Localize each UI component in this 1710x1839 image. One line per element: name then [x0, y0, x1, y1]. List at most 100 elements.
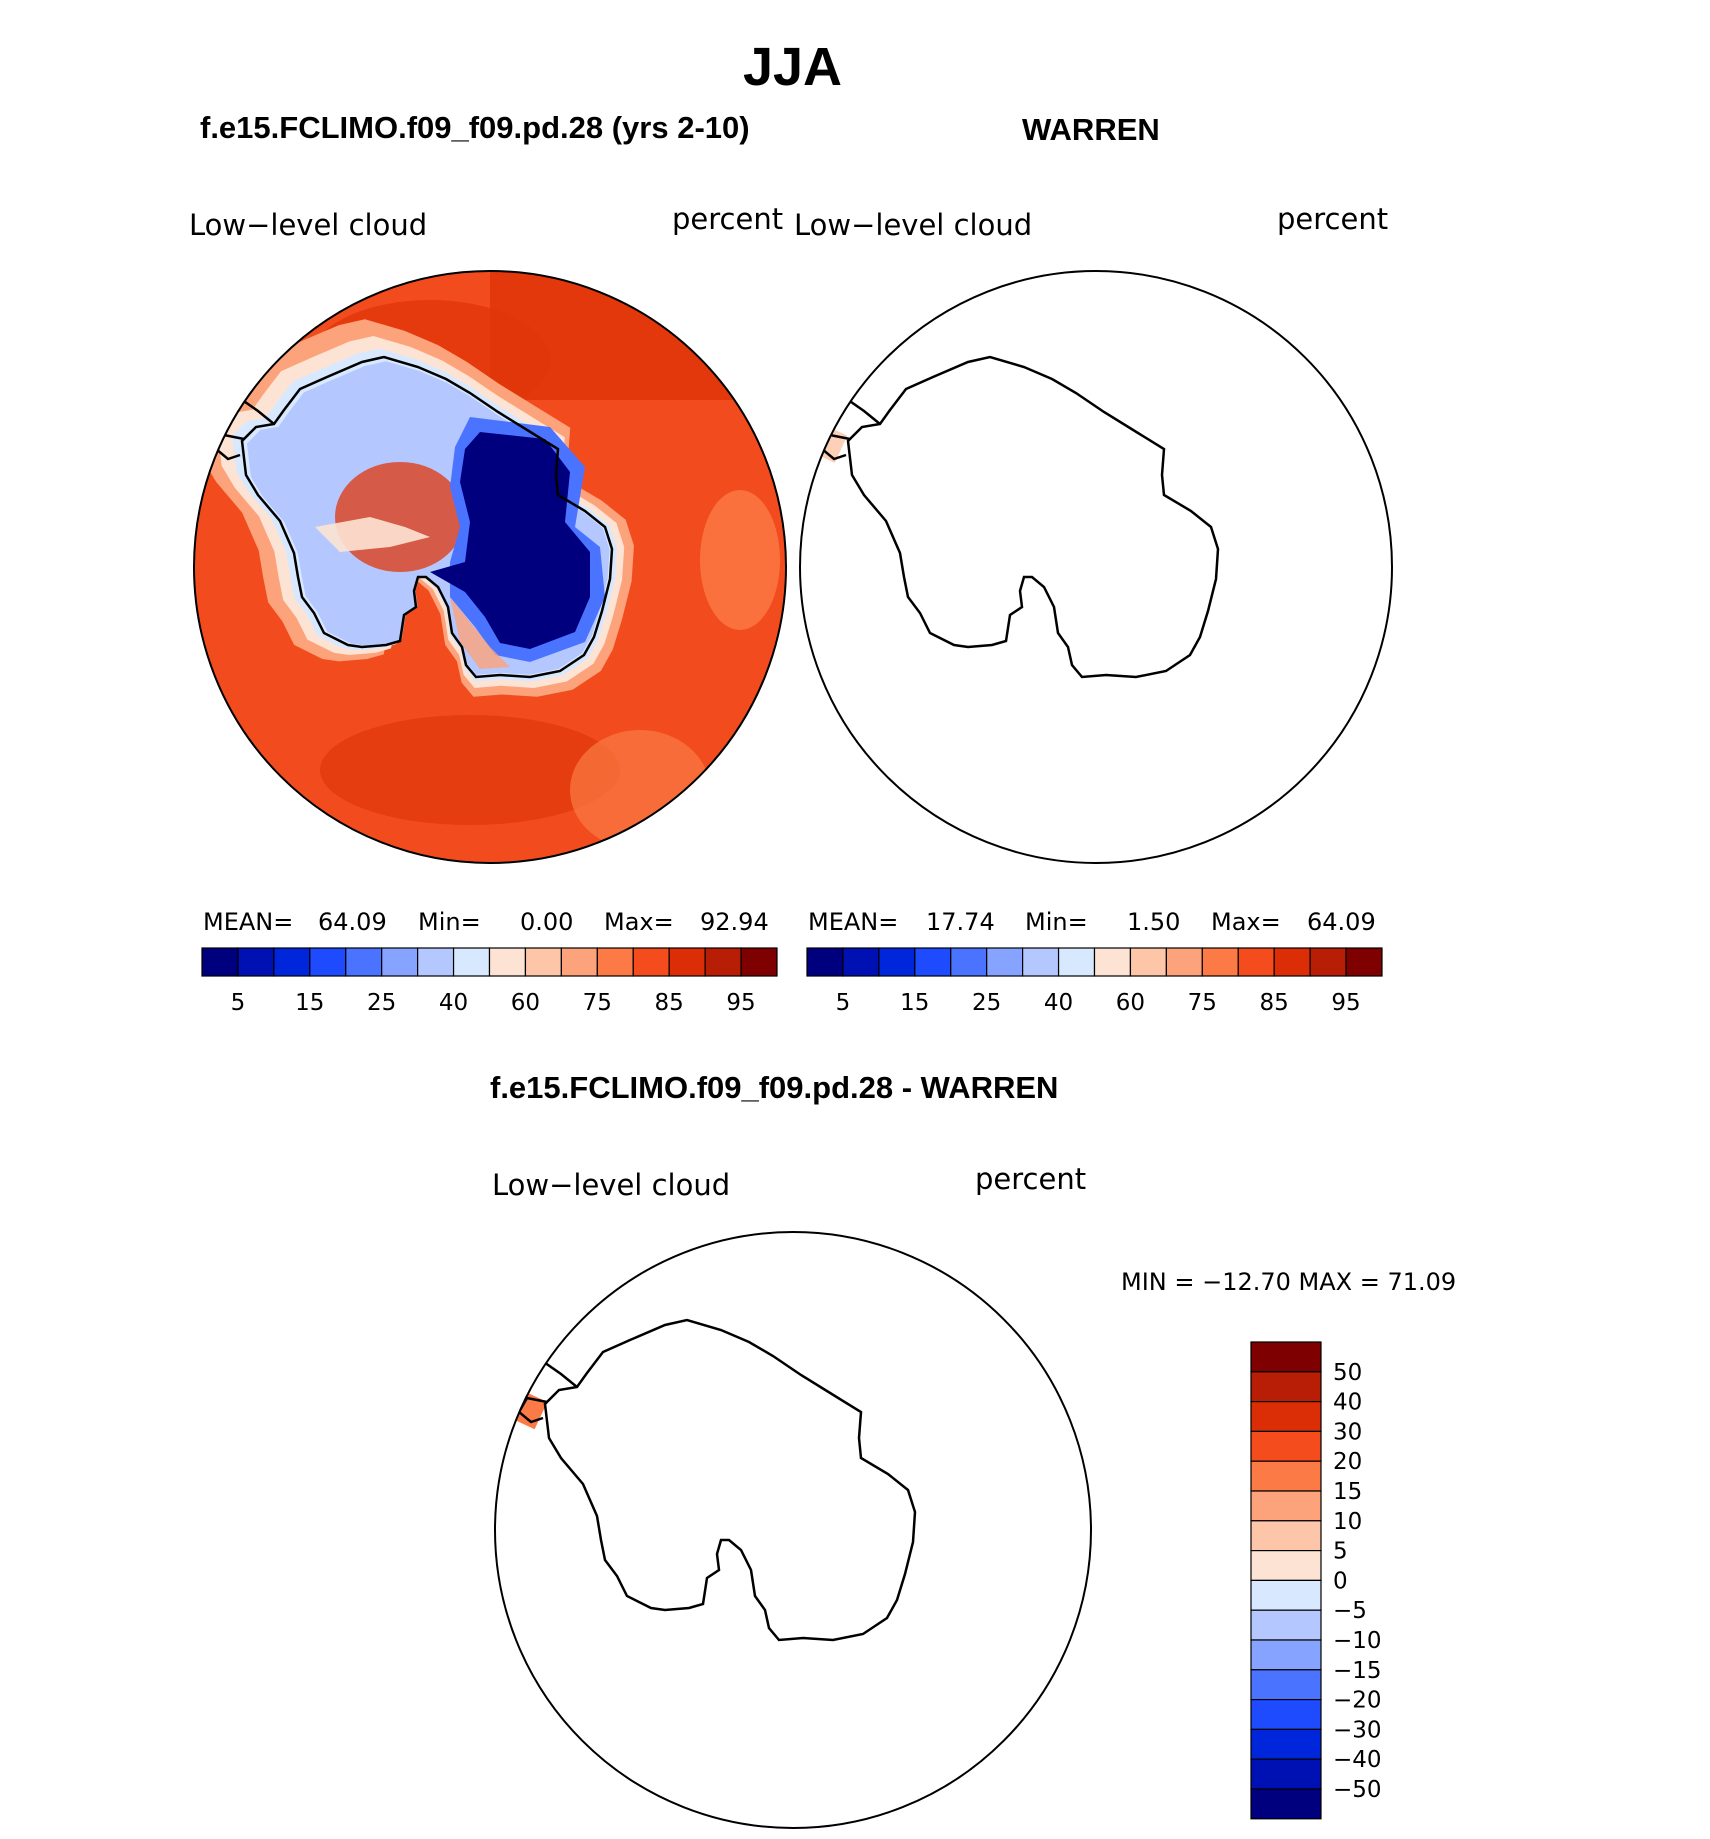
model-colorbar-box: [668, 947, 706, 977]
model-colorbar-box: [452, 947, 491, 977]
obs-colorbar-box: [806, 947, 844, 977]
obs-colorbar-box: [878, 947, 916, 977]
obs-colorbar-box: [1309, 947, 1347, 977]
figure-title: JJA: [742, 37, 843, 97]
model-max-label: Max=: [604, 908, 674, 936]
diff-colorbar-box: [1250, 1669, 1322, 1701]
obs-colorbar-box: [1345, 947, 1383, 977]
obs-colorbar-box: [950, 947, 988, 977]
model-colorbar-box: [381, 947, 419, 977]
obs-colorbar-box: [842, 947, 880, 977]
diff-colorbar-tick-label: 15: [1333, 1479, 1362, 1505]
model-mean-label: MEAN=: [203, 908, 294, 936]
model-colorbar-box: [740, 947, 778, 977]
model-mean-value: 64.09: [318, 908, 387, 936]
model-colorbar-box: [309, 947, 347, 977]
model-colorbar-box: [201, 947, 239, 977]
obs-min-value: 1.50: [1127, 908, 1181, 936]
obs-case-title: WARREN: [1022, 112, 1160, 147]
obs-colorbar-box: [986, 947, 1024, 977]
obs-max-label: Max=: [1211, 908, 1281, 936]
obs-mean-label: MEAN=: [808, 908, 899, 936]
diff-colorbar-tick-label: −5: [1333, 1598, 1367, 1624]
model-colorbar-tick-label: 85: [655, 990, 684, 1016]
model-colorbar-box: [632, 947, 670, 977]
diff-colorbar-box: [1250, 1549, 1322, 1581]
model-min-value: 0.00: [520, 908, 574, 936]
obs-colorbar-tick-label: 60: [1116, 990, 1145, 1016]
obs-colorbar-box: [1273, 947, 1311, 977]
diff-colorbar-box: [1250, 1490, 1322, 1522]
obs-variable-label: Low−level cloud: [794, 208, 1033, 242]
model-min-label: Min=: [418, 908, 481, 936]
diff-colorbar-tick-label: −20: [1333, 1688, 1382, 1714]
obs-map: [799, 270, 1393, 864]
model-colorbar-tick-label: 25: [367, 990, 396, 1016]
model-map: [193, 270, 787, 864]
model-colorbar: 5 15 25 40 60 75 85 95: [201, 947, 778, 1016]
model-variable-label: Low−level cloud: [189, 208, 428, 242]
diff-data-patch: [514, 1392, 548, 1430]
obs-colorbar-tick-label: 40: [1044, 990, 1073, 1016]
obs-colorbar-box: [1165, 947, 1203, 977]
diff-colorbar-box: [1250, 1520, 1322, 1552]
diff-colorbar-box: [1250, 1698, 1322, 1730]
diff-colorbar-box: [1250, 1579, 1322, 1611]
diff-colorbar-tick-label: 10: [1333, 1509, 1362, 1535]
obs-colorbar-box: [1022, 947, 1060, 977]
diff-colorbar-tick-label: 20: [1333, 1449, 1362, 1475]
model-colorbar-tick-label: 75: [583, 990, 612, 1016]
model-colorbar-box: [704, 947, 742, 977]
obs-units-label: percent: [1277, 202, 1389, 236]
diff-colorbar-tick-label: −10: [1333, 1628, 1382, 1654]
model-map-boundary: [193, 270, 787, 864]
diff-colorbar-box: [1250, 1341, 1322, 1373]
obs-max-value: 64.09: [1307, 908, 1376, 936]
diff-map: [494, 1231, 1092, 1829]
model-units-label: percent: [672, 202, 784, 236]
model-colorbar-tick-label: 5: [231, 990, 246, 1016]
model-colorbar-tick-label: 15: [295, 990, 324, 1016]
model-colorbar-box: [345, 947, 383, 977]
diff-colorbar-tick-label: 40: [1333, 1390, 1362, 1416]
model-colorbar-box: [488, 947, 527, 977]
obs-colorbar-box: [1057, 947, 1096, 977]
obs-colorbar-tick-label: 85: [1260, 990, 1289, 1016]
diff-colorbar-tick-label: 0: [1333, 1568, 1348, 1594]
diff-colorbar-tick-label: −50: [1333, 1777, 1382, 1803]
obs-colorbar-tick-label: 95: [1331, 990, 1360, 1016]
obs-colorbar: 5 15 25 40 60 75 85 95: [806, 947, 1383, 1016]
obs-map-boundary: [799, 270, 1393, 864]
obs-colorbar-tick-label: 75: [1188, 990, 1217, 1016]
model-max-value: 92.94: [700, 908, 769, 936]
diff-colorbar-tick-label: −30: [1333, 1717, 1382, 1743]
model-case-title: f.e15.FCLIMO.f09_f09.pd.28 (yrs 2-10): [200, 110, 750, 145]
diff-min-max: MIN = −12.70 MAX = 71.09: [1121, 1268, 1457, 1296]
diff-colorbar-box: [1250, 1788, 1322, 1820]
model-colorbar-box: [273, 947, 311, 977]
obs-colorbar-tick-label: 25: [972, 990, 1001, 1016]
diff-colorbar-box: [1250, 1400, 1322, 1432]
diff-colorbar-tick-label: −40: [1333, 1747, 1382, 1773]
model-colorbar-box: [417, 947, 455, 977]
diff-colorbar-tick-label: 50: [1333, 1360, 1362, 1386]
diff-colorbar-box: [1250, 1371, 1322, 1403]
obs-mean-value: 17.74: [926, 908, 995, 936]
model-colorbar-box: [596, 947, 634, 977]
obs-colorbar-tick-label: 5: [836, 990, 851, 1016]
model-colorbar-tick-label: 60: [511, 990, 540, 1016]
obs-colorbar-tick-label: 15: [900, 990, 929, 1016]
model-colorbar-box: [237, 947, 275, 977]
obs-colorbar-box: [1093, 947, 1132, 977]
diff-colorbar-box: [1250, 1728, 1322, 1760]
model-colorbar-tick-label: 40: [439, 990, 468, 1016]
diff-units-label: percent: [975, 1162, 1087, 1196]
diff-colorbar-box: [1250, 1609, 1322, 1641]
obs-colorbar-box: [1201, 947, 1239, 977]
model-colorbar-tick-label: 95: [726, 990, 755, 1016]
diff-colorbar-box: [1250, 1758, 1322, 1790]
diff-colorbar-box: [1250, 1430, 1322, 1462]
obs-colorbar-box: [1237, 947, 1275, 977]
